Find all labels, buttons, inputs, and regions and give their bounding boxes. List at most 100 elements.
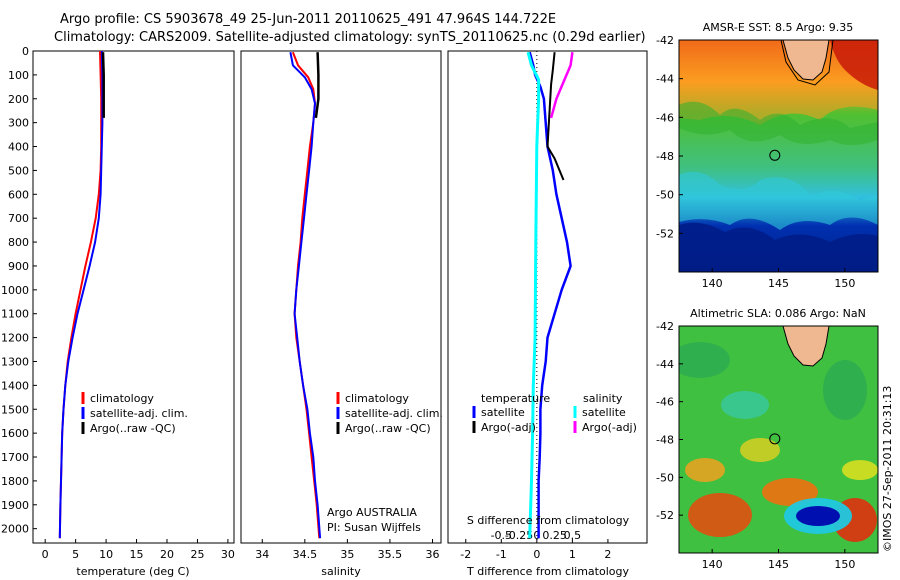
salinity-x-ticks: 34 34.5 35 35.5 36 xyxy=(255,539,439,561)
tasmania-land xyxy=(782,40,830,81)
legend-label-climatology: climatology xyxy=(90,392,154,405)
map-y-tick-label: -46 xyxy=(656,111,674,124)
depth-tick-label: 600 xyxy=(8,188,29,201)
title-line-1: Argo profile: CS 5903678_49 25-Jun-2011 … xyxy=(60,12,556,27)
sla-patch xyxy=(688,493,752,537)
sla-map-title: Altimetric SLA: 0.086 Argo: NaN xyxy=(690,307,866,320)
depth-tick-label: 1200 xyxy=(1,332,29,345)
x-tick-label: 10 xyxy=(99,548,113,561)
difference-x-ticks: -2 -1 0 1 2 xyxy=(460,539,611,561)
sla-patch xyxy=(842,460,878,480)
depth-tick-label: 500 xyxy=(8,164,29,177)
salinity-xlabel: salinity xyxy=(321,565,361,578)
depth-tick-label: 1500 xyxy=(1,403,29,416)
depth-tick-label: 300 xyxy=(8,117,29,130)
x-tick-label: -2 xyxy=(460,548,471,561)
legend-label-s-satellite: satellite xyxy=(582,406,626,419)
salinity-difference-ticks: -0.5-0.2500.250.5 xyxy=(491,529,582,542)
series-line-argo-raw-qc- xyxy=(101,52,105,118)
difference-panel: -2 -1 0 1 2 -0.5-0.2500.250.5 T difference f… xyxy=(447,50,648,578)
depth-tick-label: 1400 xyxy=(1,379,29,392)
sst-warm-band xyxy=(679,40,878,125)
map-y-tick-label: -50 xyxy=(656,189,674,202)
depth-tick-label: 1600 xyxy=(1,427,29,440)
map-y-tick-label: -52 xyxy=(656,509,674,522)
temperature-legend: climatology satellite-adj. clim. Argo(..… xyxy=(81,392,188,435)
legend-label-argo: Argo(..raw -QC) xyxy=(345,422,431,435)
depth-tick-label: 1300 xyxy=(1,355,29,368)
sla-field xyxy=(679,326,878,553)
s-tick-label: -0.5 xyxy=(491,529,512,542)
temperature-x-ticks: 0 5 10 15 20 25 30 xyxy=(42,539,235,561)
t-difference-xlabel: T difference from climatology xyxy=(466,565,629,578)
map-x-tick-label: 150 xyxy=(834,558,855,571)
legend-label-s-argo: Argo(-adj) xyxy=(582,421,637,434)
x-tick-label: 20 xyxy=(160,548,174,561)
legend-label-t-argo: Argo(-adj) xyxy=(481,421,536,434)
x-tick-label: 35 xyxy=(340,548,354,561)
x-tick-label: 0 xyxy=(533,548,540,561)
legend-label-t-satellite: satellite xyxy=(481,406,525,419)
depth-tick-label: 1900 xyxy=(1,499,29,512)
depth-ticks: 0 100 200 300 400 500 600 700 800 900 1000 1100 1200… xyxy=(1,45,37,536)
sst-cyan-meander xyxy=(679,171,878,230)
map-y-tick-label: -50 xyxy=(656,471,674,484)
sla-map-ticks: 140 145 150 -52 -50 -48 -46 -44 -42 xyxy=(656,320,855,571)
x-tick-label: 25 xyxy=(190,548,204,561)
sla-patch xyxy=(721,391,769,419)
sla-low xyxy=(796,506,840,526)
sst-cold-water xyxy=(679,222,878,272)
salinity-legend: climatology satellite-adj. clim. Argo(..… xyxy=(336,392,443,435)
depth-tick-label: 200 xyxy=(8,93,29,106)
x-tick-label: 35.5 xyxy=(378,548,403,561)
salinity-panel: 34 34.5 35 35.5 36 salinity climatology sate… xyxy=(240,50,443,578)
s-tick-label: -0.25 xyxy=(505,529,533,542)
legend-label-argo: Argo(..raw -QC) xyxy=(90,422,176,435)
salinity-lines xyxy=(289,51,322,539)
x-tick-label: 15 xyxy=(130,548,144,561)
x-tick-label: 1 xyxy=(569,548,576,561)
x-tick-label: -1 xyxy=(496,548,507,561)
sst-map-panel: AMSR-E SST: 8.5 Argo: 9.35 140 145 150 -52 -… xyxy=(656,21,879,290)
s-tick-label: 0.5 xyxy=(564,529,582,542)
sla-patch xyxy=(740,438,780,462)
legend-header-temperature: temperature xyxy=(481,392,550,405)
sst-contour xyxy=(780,40,834,86)
x-tick-label: 30 xyxy=(221,548,235,561)
map-y-tick-label: -52 xyxy=(656,227,674,240)
difference-lines xyxy=(526,51,574,539)
sla-map-panel: Altimetric SLA: 0.086 Argo: NaN 140 145 15… xyxy=(656,307,879,571)
x-tick-label: 34 xyxy=(255,548,269,561)
sst-field xyxy=(679,40,878,272)
depth-tick-label: 900 xyxy=(8,260,29,273)
sla-patch xyxy=(679,342,730,378)
difference-axes-box xyxy=(447,50,648,544)
series-line-temperature-argo-adj- xyxy=(546,52,565,181)
salinity-axes-box xyxy=(240,50,442,544)
argo-program-label: Argo AUSTRALIA xyxy=(327,506,417,519)
argo-pi-label: PI: Susan Wijffels xyxy=(327,521,421,534)
depth-tick-label: 700 xyxy=(8,212,29,225)
series-line-salinity-satellite xyxy=(526,51,541,539)
sst-hot-patch xyxy=(830,40,878,90)
argo-float-marker xyxy=(769,433,781,445)
map-y-tick-label: -48 xyxy=(656,150,674,163)
legend-label-climatology: climatology xyxy=(345,392,409,405)
temperature-panel: 0100200300400500600700800900100011001200… xyxy=(1,45,235,578)
map-y-tick-label: -42 xyxy=(656,34,674,47)
depth-tick-label: 800 xyxy=(8,236,29,249)
sla-patch xyxy=(823,360,867,420)
imos-timestamp: ©IMOS 27-Sep-2011 20:31:13 xyxy=(881,386,894,552)
temperature-axes-box xyxy=(32,50,235,544)
sst-map-ticks: 140 145 150 -52 -50 -48 -46 -44 -42 xyxy=(656,34,855,290)
legend-label-satellite: satellite-adj. clim. xyxy=(90,407,188,420)
depth-tick-label: 100 xyxy=(8,69,29,82)
depth-tick-label: 0 xyxy=(22,45,29,58)
map-y-tick-label: -48 xyxy=(656,434,674,447)
temperature-xlabel: temperature (deg C) xyxy=(76,565,189,578)
legend-header-salinity: salinity xyxy=(583,392,623,405)
x-tick-label: 5 xyxy=(72,548,79,561)
series-line-salinity-argo-adj- xyxy=(549,52,574,119)
depth-tick-label: 1800 xyxy=(1,475,29,488)
